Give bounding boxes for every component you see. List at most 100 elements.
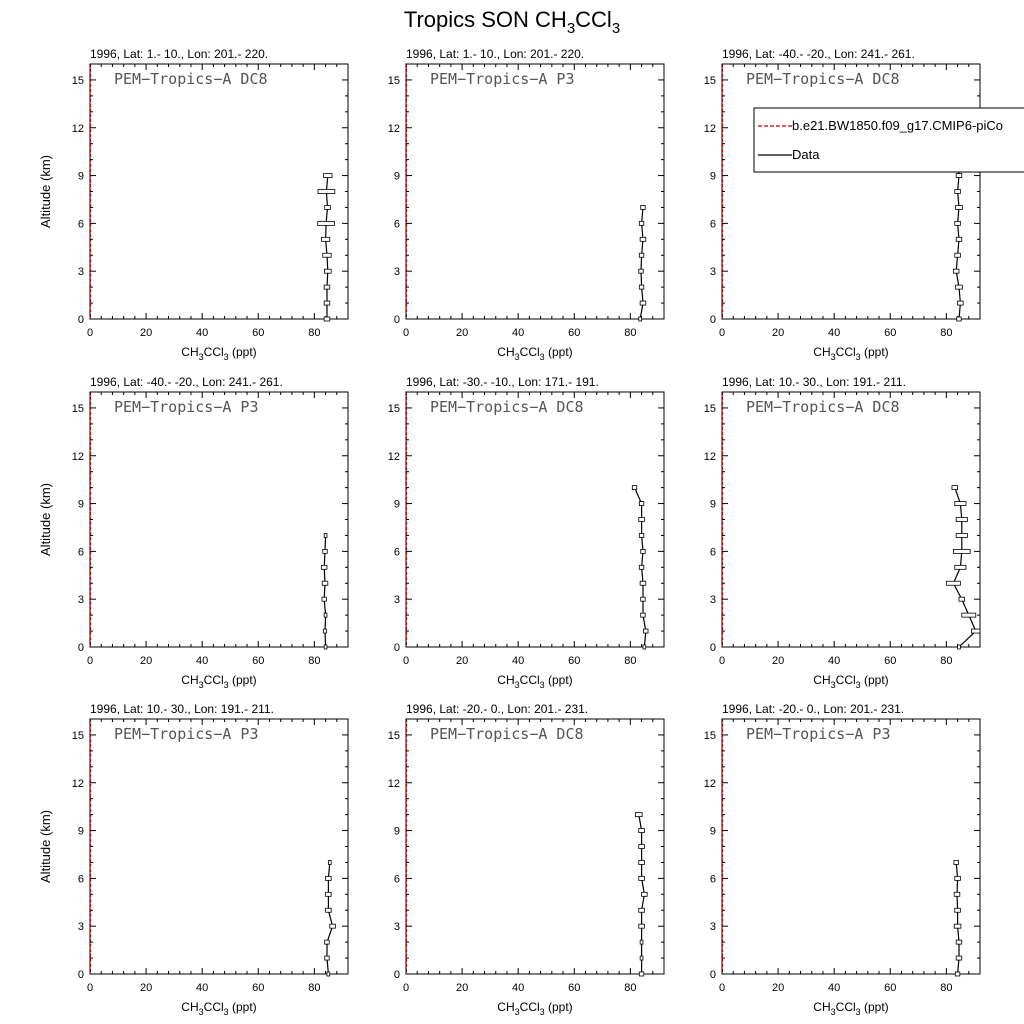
data-series-line: [323, 535, 327, 648]
x-axis-label-part: 3: [224, 680, 229, 690]
data-series-line: [326, 862, 334, 975]
plot-frame: [89, 391, 349, 648]
panel-title: 1996, Lat: 10.- 30., Lon: 191.- 211.: [722, 375, 906, 389]
data-point-box: [955, 173, 963, 178]
x-tick-label: 20: [140, 655, 152, 667]
x-axis-label: CH3CCl3 (ppt): [497, 1000, 572, 1017]
data-point-box: [954, 971, 961, 977]
x-tick-label: 80: [308, 327, 320, 339]
x-axis-label-part: (ppt): [861, 1000, 889, 1014]
y-tick-label: 15: [72, 75, 84, 87]
x-axis-label-part: CCl: [204, 345, 224, 359]
data-point-box: [638, 220, 645, 226]
x-axis-label-part: CH: [813, 673, 830, 687]
plot-frame: [89, 718, 349, 975]
data-point-box: [638, 268, 644, 274]
y-tick-label: 6: [78, 873, 84, 885]
y-tick-label: 6: [78, 546, 84, 558]
data-point-box: [321, 596, 327, 602]
panel-title: 1996, Lat: -40.- -20., Lon: 241.- 261.: [90, 375, 283, 389]
y-tick-label: 6: [78, 218, 84, 230]
panel-grid: 1996, Lat: 1.- 10., Lon: 201.- 220. PEM−T…: [38, 47, 1024, 1017]
y-tick-label: 15: [72, 730, 84, 742]
x-tick-label: 0: [87, 327, 93, 339]
data-point-box: [955, 205, 963, 210]
data-point-box: [955, 517, 968, 522]
data-point-box: [638, 923, 645, 929]
data-point-box: [638, 907, 645, 913]
data-point-box: [325, 907, 332, 913]
x-axis-label-part: CH: [497, 673, 514, 687]
data-point-box: [638, 844, 645, 849]
x-tick-label: 0: [87, 982, 93, 994]
x-tick-label: 60: [884, 982, 896, 994]
panel-3: 1996, Lat: -40.- -20., Lon: 241.- 261. PE…: [704, 47, 1024, 362]
data-point-box: [638, 875, 645, 881]
x-axis-label-part: (ppt): [545, 673, 573, 687]
x-axis-label-part: 3: [831, 680, 836, 690]
campaign-label: PEM−Tropics−A P3: [746, 725, 891, 743]
x-axis-label-part: CCl: [204, 1000, 224, 1014]
legend-label: Data: [792, 147, 820, 162]
data-point-box: [638, 252, 645, 258]
data-point-box: [634, 812, 643, 818]
y-tick-label: 9: [710, 826, 716, 838]
y-tick-label: 12: [72, 778, 84, 790]
panel-title: 1996, Lat: -20.- 0., Lon: 201.- 231.: [722, 702, 904, 716]
y-tick-label: 0: [78, 642, 84, 654]
data-point-box: [957, 644, 961, 650]
x-tick-label: 20: [456, 327, 468, 339]
y-tick-label: 15: [72, 403, 84, 415]
data-point-box: [952, 548, 971, 554]
y-tick-label: 6: [394, 546, 400, 558]
panel-2: 1996, Lat: 1.- 10., Lon: 201.- 220. PEM−T…: [388, 47, 665, 362]
x-tick-label: 60: [252, 982, 264, 994]
x-tick-label: 80: [624, 327, 636, 339]
x-tick-label: 40: [196, 982, 208, 994]
x-axis-label-part: CH: [181, 1000, 198, 1014]
x-tick-label: 0: [719, 982, 725, 994]
legend: b.e21.BW1850.f09_g17.CMIP6-piCo Data: [753, 107, 1024, 173]
data-point-box: [638, 533, 645, 538]
x-axis-label-part: CCl: [520, 1000, 540, 1014]
legend-box: [753, 107, 1024, 173]
x-tick-label: 80: [308, 982, 320, 994]
x-axis-label-part: CH: [181, 345, 198, 359]
data-point-box: [631, 485, 638, 491]
data-point-box: [954, 875, 961, 881]
x-tick-label: 20: [456, 982, 468, 994]
panel-title: 1996, Lat: -40.- -20., Lon: 241.- 261.: [722, 47, 915, 61]
y-tick-label: 0: [78, 314, 84, 326]
data-point-box: [323, 533, 328, 538]
x-tick-label: 40: [512, 982, 524, 994]
data-point-box: [638, 517, 645, 522]
y-tick-label: 3: [710, 594, 716, 606]
x-axis-label-part: (ppt): [861, 673, 889, 687]
y-tick-label: 0: [394, 314, 400, 326]
data-point-box: [323, 316, 331, 322]
y-tick-label: 15: [388, 730, 400, 742]
data-point-box: [326, 971, 331, 977]
x-tick-label: 0: [87, 655, 93, 667]
x-axis-label: CH3CCl3 (ppt): [497, 673, 572, 690]
data-point-box: [954, 220, 961, 226]
y-tick-label: 12: [388, 778, 400, 790]
data-point-box: [951, 485, 958, 491]
x-tick-label: 60: [252, 327, 264, 339]
x-axis-label: CH3CCl3 (ppt): [181, 345, 256, 362]
data-point-box: [321, 580, 329, 586]
data-point-box: [953, 923, 962, 929]
y-tick-label: 12: [704, 778, 716, 790]
x-tick-label: 60: [884, 327, 896, 339]
panel-7: 1996, Lat: 10.- 30., Lon: 191.- 211. PEM−…: [38, 702, 349, 1017]
y-tick-label: 0: [710, 642, 716, 654]
data-point-box: [322, 252, 332, 258]
x-axis-label-part: 3: [515, 1007, 520, 1017]
panel-8: 1996, Lat: -20.- 0., Lon: 201.- 231. PEM−…: [388, 702, 665, 1017]
data-point-box: [638, 971, 645, 977]
data-point-box: [954, 252, 961, 258]
x-tick-label: 0: [719, 327, 725, 339]
x-axis-label-part: (ppt): [861, 345, 889, 359]
y-tick-label: 0: [710, 314, 716, 326]
data-point-box: [954, 907, 961, 913]
